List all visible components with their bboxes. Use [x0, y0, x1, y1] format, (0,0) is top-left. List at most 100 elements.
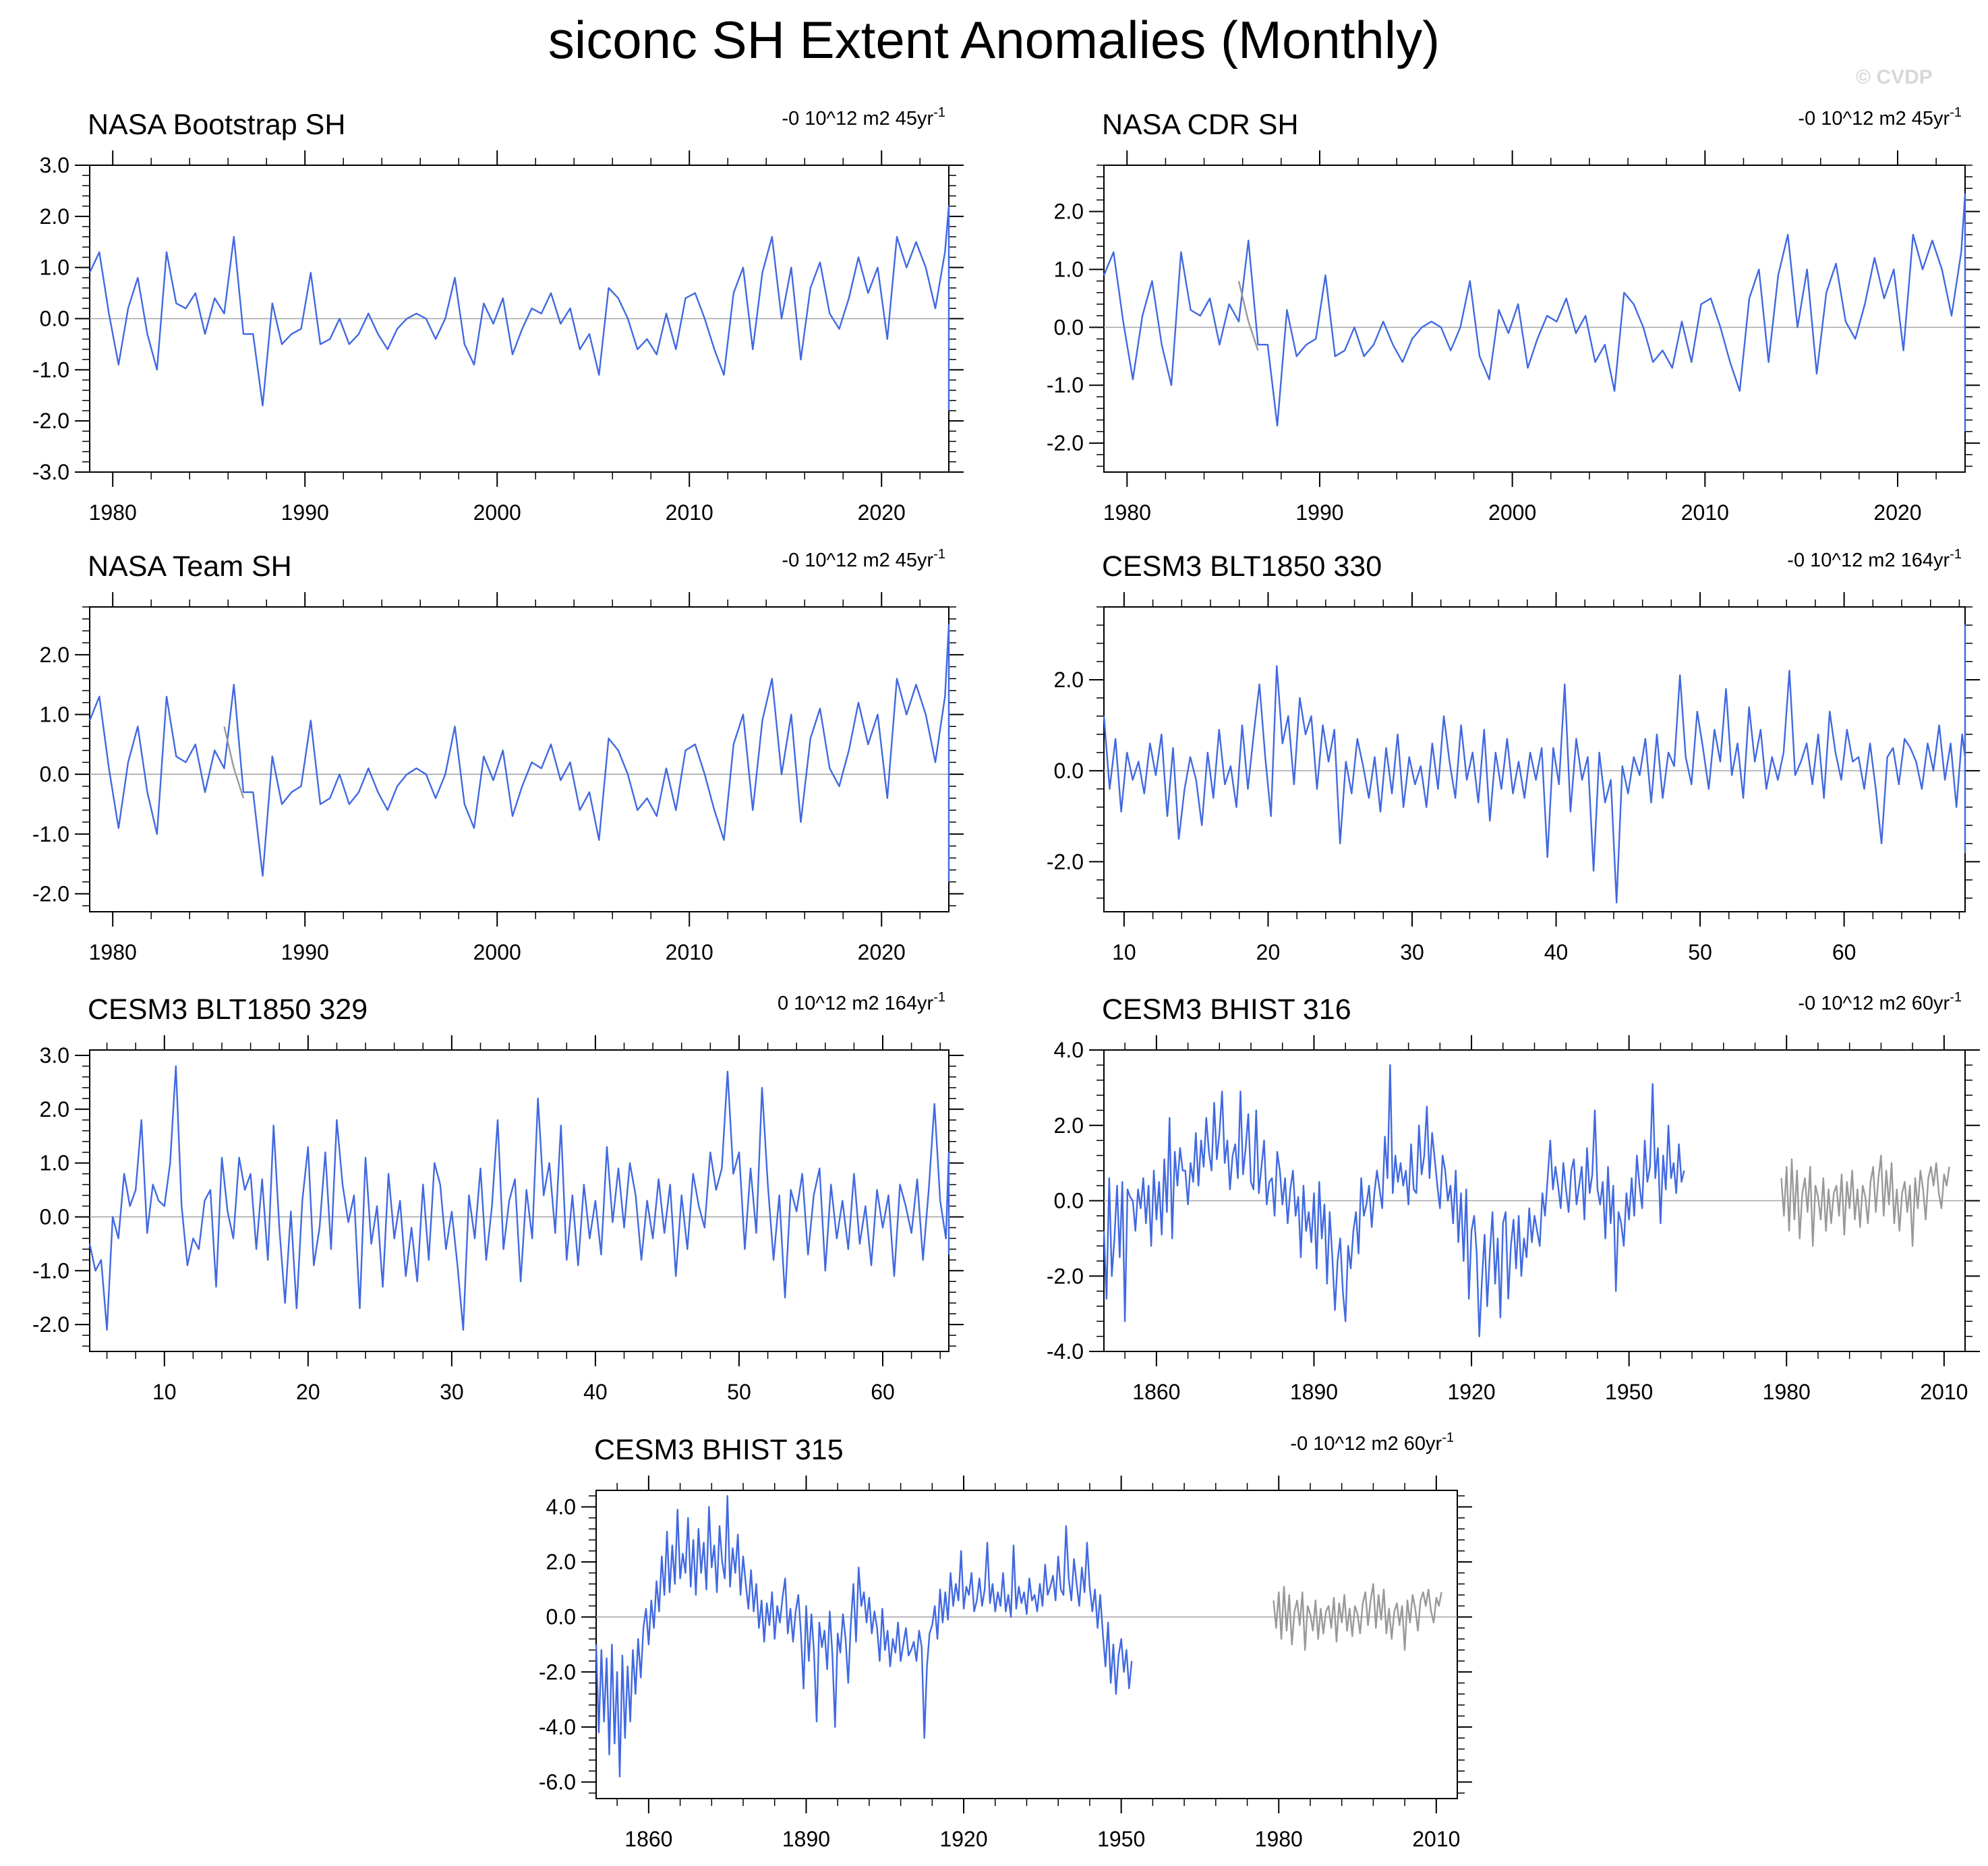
- series-line: [88, 205, 950, 411]
- series-line: [88, 624, 950, 882]
- y-tick-label: -2.0: [1047, 1264, 1084, 1288]
- panel-title: CESM3 BLT1850 330: [1102, 550, 1382, 583]
- series-line-overlay: [1273, 1583, 1442, 1651]
- x-tick-label: 2010: [666, 940, 713, 964]
- series-line: [1103, 193, 1966, 432]
- y-tick-label: 3.0: [40, 153, 69, 177]
- chart-panel-1: 3.0 2.0 1.0 0.0 -1.0 -2.0 -3.0 1980 1990 2000 2010…: [32, 105, 964, 525]
- trend-unit-superscript: -1: [933, 547, 945, 562]
- y-tick-label: 2.0: [1054, 668, 1084, 692]
- y-tick-label: 0.0: [40, 1204, 69, 1229]
- x-tick-label: 2000: [473, 940, 521, 964]
- y-tick-label: 2.0: [40, 204, 69, 229]
- x-tick-label: 1860: [624, 1827, 672, 1851]
- x-tick-label: 20: [1256, 940, 1281, 964]
- panel-title: NASA Bootstrap SH: [88, 109, 345, 141]
- y-tick-label: -2.0: [539, 1660, 576, 1684]
- y-tick-label: 0.0: [546, 1605, 576, 1629]
- panel-title: CESM3 BHIST 315: [594, 1434, 844, 1466]
- trend-value: -0 10^12 m2 164yr: [1787, 550, 1950, 571]
- chart-panel-6: 4.0 2.0 0.0 -2.0 -4.0 1860 1890 1920 1950 1980 201…: [1047, 990, 1980, 1404]
- trend-value: -0 10^12 m2 45yr: [782, 108, 933, 129]
- x-tick-label: 10: [152, 1380, 177, 1404]
- series-line-overlay: [1780, 1155, 1950, 1247]
- y-tick-label: -4.0: [539, 1715, 576, 1739]
- panel-title: CESM3 BHIST 316: [1102, 993, 1351, 1026]
- y-tick-label: 0.0: [40, 762, 69, 786]
- y-tick-label: 2.0: [40, 643, 69, 667]
- chart-panel-7: 4.0 2.0 0.0 -2.0 -4.0 -6.0 1860 1890 1920 1950 198…: [539, 1430, 1472, 1851]
- trend-label: -0 10^12 m2 45yr-1: [782, 105, 945, 129]
- plot-frame: [595, 1490, 1458, 1799]
- figure-title: siconc SH Extent Anomalies (Monthly): [548, 10, 1440, 69]
- y-tick-label: 1.0: [40, 1151, 69, 1175]
- chart-panel-5: 3.0 2.0 1.0 0.0 -1.0 -2.0 10 20 30 40 50 60 CESM3 BL…: [32, 990, 964, 1404]
- x-tick-label: 1990: [281, 940, 329, 964]
- y-tick-label: 2.0: [40, 1097, 69, 1121]
- x-tick-label: 2020: [858, 940, 906, 964]
- trend-label: -0 10^12 m2 45yr-1: [1798, 105, 1962, 129]
- x-tick-label: 1990: [1295, 500, 1343, 525]
- x-tick-label: 1990: [281, 500, 329, 525]
- y-tick-label: -2.0: [1047, 431, 1084, 455]
- x-tick-label: 30: [440, 1380, 464, 1404]
- series-line-overlay: [1237, 281, 1259, 351]
- x-tick-label: 1980: [89, 940, 137, 964]
- y-tick-label: 1.0: [40, 703, 69, 727]
- y-tick-label: 4.0: [546, 1494, 576, 1519]
- panel-title: CESM3 BLT1850 329: [88, 993, 368, 1026]
- y-tick-label: -2.0: [32, 1312, 69, 1337]
- x-tick-label: 2010: [1920, 1380, 1968, 1404]
- y-tick-label: 0.0: [1054, 315, 1084, 339]
- x-tick-label: 1920: [939, 1827, 987, 1851]
- trend-value: 0 10^12 m2 164yr: [778, 993, 934, 1014]
- plot-frame: [1103, 165, 1966, 473]
- x-tick-label: 50: [1688, 940, 1712, 964]
- x-tick-label: 1920: [1447, 1380, 1495, 1404]
- y-tick-label: 1.0: [40, 256, 69, 280]
- x-tick-label: 10: [1112, 940, 1136, 964]
- y-tick-label: -1.0: [32, 1258, 69, 1283]
- trend-label: -0 10^12 m2 164yr-1: [1787, 547, 1962, 571]
- y-tick-label: 0.0: [1054, 1189, 1084, 1213]
- x-tick-label: 2020: [1873, 500, 1921, 525]
- series-line-overlay: [223, 726, 245, 798]
- y-tick-label: 2.0: [1054, 200, 1084, 224]
- x-tick-label: 2000: [1488, 500, 1536, 525]
- trend-label: -0 10^12 m2 60yr-1: [1290, 1430, 1454, 1455]
- y-tick-label: -1.0: [32, 357, 69, 382]
- x-tick-label: 40: [583, 1380, 608, 1404]
- y-tick-label: -2.0: [32, 881, 69, 906]
- chart-panel-2: 2.0 1.0 0.0 -1.0 -2.0 1980 1990 2000 2010 2020 NAS…: [1047, 105, 1980, 525]
- y-tick-label: -1.0: [1047, 373, 1084, 397]
- trend-value: -0 10^12 m2 60yr: [1798, 993, 1950, 1014]
- x-tick-label: 1860: [1132, 1380, 1180, 1404]
- y-tick-label: 2.0: [1054, 1113, 1084, 1138]
- x-tick-label: 1950: [1097, 1827, 1145, 1851]
- x-tick-label: 60: [1832, 940, 1857, 964]
- trend-label: 0 10^12 m2 164yr-1: [778, 990, 945, 1014]
- series-line: [1103, 1064, 1685, 1337]
- trend-label: -0 10^12 m2 60yr-1: [1798, 990, 1962, 1014]
- x-tick-label: 40: [1544, 940, 1569, 964]
- y-tick-label: 1.0: [1054, 258, 1084, 282]
- x-tick-label: 2010: [666, 500, 713, 525]
- trend-value: -0 10^12 m2 45yr: [782, 550, 933, 571]
- cvdp-watermark: © CVDP: [1856, 66, 1933, 88]
- x-tick-label: 20: [296, 1380, 320, 1404]
- x-tick-label: 1980: [1763, 1380, 1811, 1404]
- y-tick-label: 3.0: [40, 1043, 69, 1068]
- chart-panel-3: 2.0 1.0 0.0 -1.0 -2.0 1980 1990 2000 2010 2020 NAS…: [32, 547, 964, 964]
- x-tick-label: 2000: [473, 500, 521, 525]
- trend-unit-superscript: -1: [1950, 105, 1962, 120]
- x-tick-label: 1980: [89, 500, 137, 525]
- trend-unit-superscript: -1: [1950, 990, 1962, 1005]
- y-tick-label: -2.0: [32, 409, 69, 433]
- trend-value: -0 10^12 m2 60yr: [1290, 1433, 1442, 1455]
- y-tick-label: 2.0: [546, 1550, 576, 1574]
- x-tick-label: 1950: [1605, 1380, 1653, 1404]
- y-tick-label: -2.0: [1047, 850, 1084, 874]
- series-line: [88, 1065, 950, 1331]
- x-tick-label: 2010: [1412, 1827, 1460, 1851]
